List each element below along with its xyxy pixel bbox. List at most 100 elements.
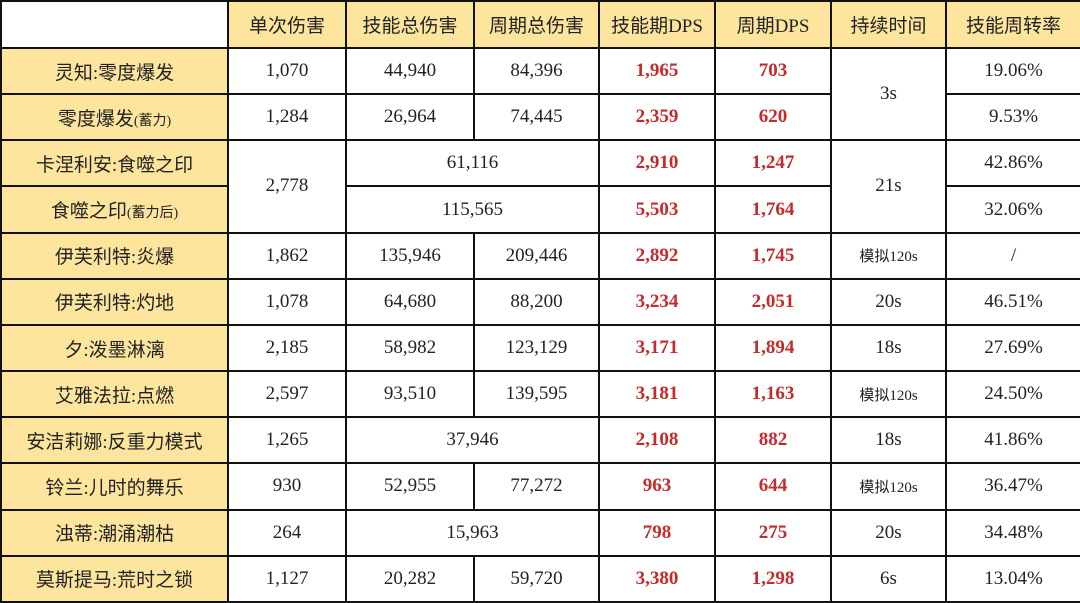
skill-total-damage-cell: 58,982 <box>345 323 475 373</box>
skill-name-cell: 艾雅法拉:点燃 <box>0 370 229 419</box>
single-damage-cell: 2,185 <box>227 323 347 373</box>
table-row: 铃兰:儿时的舞乐 930 52,955 77,272 963 644 模拟120s 36.47… <box>0 462 1080 511</box>
cycle-dps-cell: 1,247 <box>714 139 832 188</box>
single-damage-cell: 1,284 <box>227 93 347 142</box>
single-damage-cell: 1,265 <box>227 416 347 465</box>
skill-dps-cell: 963 <box>598 462 716 511</box>
skill-name: 铃兰:儿时的舞乐 <box>45 477 184 499</box>
skill-name: 安洁莉娜:反重力模式 <box>26 431 203 453</box>
skill-total-damage-cell: 93,510 <box>345 370 475 419</box>
skill-name: 伊芙利特:灼地 <box>54 293 175 315</box>
cycle-total-damage-cell: 77,272 <box>473 462 600 511</box>
skill-total-damage-cell: 135,946 <box>345 231 475 280</box>
cycle-total-damage-cell: 123,129 <box>473 323 600 373</box>
skill-name-cell: 夕:泼墨淋漓 <box>0 323 229 373</box>
skill-uptime-cell: 34.48% <box>945 508 1080 557</box>
table-row: 伊芙利特:灼地 1,078 64,680 88,200 3,234 2,051 20s 46.… <box>0 277 1080 326</box>
skill-name-cell: 安洁莉娜:反重力模式 <box>0 416 229 465</box>
skill-uptime-cell: / <box>945 231 1080 280</box>
skill-total-damage-cell: 37,946 <box>345 416 600 465</box>
cycle-total-damage-cell: 84,396 <box>473 46 600 96</box>
skill-dps-cell: 3,181 <box>598 370 716 419</box>
skill-name-cell: 灵知:零度爆发 <box>0 46 229 96</box>
skill-dps-cell: 3,380 <box>598 554 716 603</box>
duration-cell: 模拟120s <box>830 231 947 280</box>
skill-total-damage-cell: 64,680 <box>345 277 475 326</box>
skill-total-damage-cell: 115,565 <box>345 185 600 234</box>
skill-dps-cell: 2,910 <box>598 139 716 188</box>
cycle-dps-cell: 275 <box>714 508 832 557</box>
cycle-dps-cell: 1,894 <box>714 323 832 373</box>
duration-cell: 3s <box>830 46 947 142</box>
skill-name-cell: 食噬之印(蓄力后) <box>0 185 229 234</box>
cycle-total-damage-cell: 139,595 <box>473 370 600 419</box>
corner-cell <box>0 0 229 49</box>
skill-name-cell: 伊芙利特:炎爆 <box>0 231 229 280</box>
skill-uptime-cell: 46.51% <box>945 277 1080 326</box>
cycle-dps-cell: 1,163 <box>714 370 832 419</box>
skill-name: 食噬之印 <box>50 201 127 223</box>
skill-total-damage-cell: 20,282 <box>345 554 475 603</box>
skill-uptime-cell: 9.53% <box>945 93 1080 142</box>
single-damage-cell: 1,070 <box>227 46 347 96</box>
skill-total-damage-cell: 26,964 <box>345 93 475 142</box>
column-header: 技能期DPS <box>598 0 716 49</box>
skill-uptime-cell: 41.86% <box>945 416 1080 465</box>
skill-name-cell: 零度爆发(蓄力) <box>0 93 229 142</box>
table-row: 艾雅法拉:点燃 2,597 93,510 139,595 3,181 1,163 模拟120… <box>0 370 1080 419</box>
column-header: 持续时间 <box>830 0 947 49</box>
skill-uptime-cell: 24.50% <box>945 370 1080 419</box>
table-row: 夕:泼墨淋漓 2,185 58,982 123,129 3,171 1,894 18s 27.… <box>0 323 1080 373</box>
cycle-total-damage-cell: 209,446 <box>473 231 600 280</box>
duration-cell: 模拟120s <box>830 370 947 419</box>
table-row: 浊蒂:潮涌潮枯 264 15,963 798 275 20s 34.48% <box>0 508 1080 557</box>
skill-uptime-cell: 13.04% <box>945 554 1080 603</box>
table-row: 莫斯提马:荒时之锁 1,127 20,282 59,720 3,380 1,298 6s 13… <box>0 554 1080 603</box>
skill-uptime-cell: 19.06% <box>945 46 1080 96</box>
skill-total-damage-cell: 15,963 <box>345 508 600 557</box>
cycle-dps-cell: 1,764 <box>714 185 832 234</box>
skill-name: 零度爆发 <box>57 108 134 130</box>
duration-cell: 21s <box>830 139 947 234</box>
skill-uptime-cell: 42.86% <box>945 139 1080 188</box>
skill-name: 伊芙利特:炎爆 <box>54 247 175 269</box>
cycle-total-damage-cell: 74,445 <box>473 93 600 142</box>
single-damage-cell: 1,078 <box>227 277 347 326</box>
duration-cell: 18s <box>830 416 947 465</box>
cycle-dps-cell: 882 <box>714 416 832 465</box>
cycle-dps-cell: 644 <box>714 462 832 511</box>
single-damage-cell: 2,597 <box>227 370 347 419</box>
skill-dps-cell: 3,171 <box>598 323 716 373</box>
duration-cell: 6s <box>830 554 947 603</box>
skill-note: (蓄力) <box>133 113 172 129</box>
skill-name: 灵知:零度爆发 <box>54 62 175 84</box>
column-header: 周期DPS <box>714 0 832 49</box>
cycle-dps-cell: 1,298 <box>714 554 832 603</box>
skill-dps-cell: 2,359 <box>598 93 716 142</box>
column-header: 单次伤害 <box>227 0 347 49</box>
skill-total-damage-cell: 44,940 <box>345 46 475 96</box>
skill-name: 夕:泼墨淋漓 <box>64 339 165 361</box>
cycle-dps-cell: 2,051 <box>714 277 832 326</box>
skill-total-damage-cell: 61,116 <box>345 139 600 188</box>
skill-uptime-cell: 27.69% <box>945 323 1080 373</box>
skill-uptime-cell: 36.47% <box>945 462 1080 511</box>
single-damage-cell: 2,778 <box>227 139 347 234</box>
table-row: 卡涅利安:食噬之印 2,778 61,116 2,910 1,247 21s 42.86% <box>0 139 1080 234</box>
skill-name: 莫斯提马:荒时之锁 <box>35 570 194 592</box>
skill-dps-cell: 1,965 <box>598 46 716 96</box>
cycle-dps-cell: 703 <box>714 46 832 96</box>
single-damage-cell: 264 <box>227 508 347 557</box>
skill-uptime-cell: 32.06% <box>945 185 1080 234</box>
column-header: 技能总伤害 <box>345 0 475 49</box>
header-row: 单次伤害 技能总伤害 周期总伤害 技能期DPS 周期DPS 持续时间 技能周转率 <box>0 0 1080 49</box>
cycle-total-damage-cell: 59,720 <box>473 554 600 603</box>
single-damage-cell: 1,862 <box>227 231 347 280</box>
table-row: 伊芙利特:炎爆 1,862 135,946 209,446 2,892 1,745 模拟12… <box>0 231 1080 280</box>
cycle-total-damage-cell: 88,200 <box>473 277 600 326</box>
skill-dps-cell: 798 <box>598 508 716 557</box>
single-damage-cell: 1,127 <box>227 554 347 603</box>
skill-note: (蓄力后) <box>126 206 179 222</box>
table-row: 食噬之印(蓄力后) 115,565 5,503 1,764 32.06% <box>0 185 1080 234</box>
